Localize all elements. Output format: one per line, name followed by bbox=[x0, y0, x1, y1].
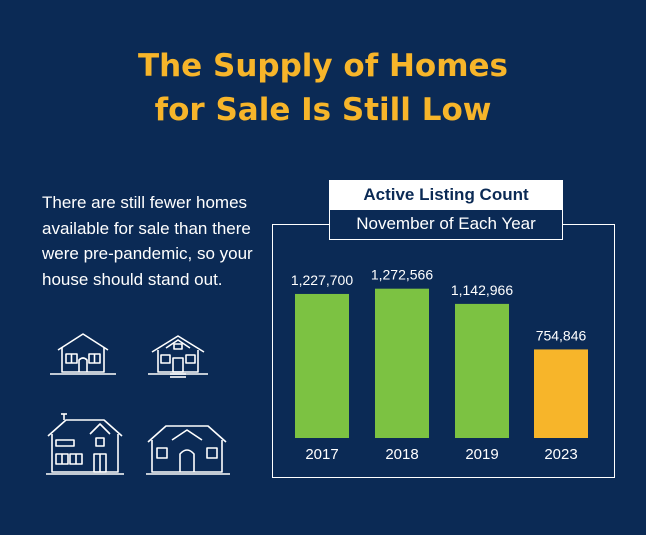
bar-2018 bbox=[375, 288, 429, 438]
bar-2023 bbox=[534, 349, 588, 438]
house-icon bbox=[148, 335, 208, 378]
house-icon bbox=[46, 413, 124, 475]
chart-title: Active Listing Count bbox=[329, 180, 563, 210]
x-tick-2023: 2023 bbox=[544, 446, 577, 463]
chart-subtitle: November of Each Year bbox=[329, 210, 563, 240]
x-tick-2018: 2018 bbox=[385, 446, 418, 463]
house-icon bbox=[50, 333, 116, 375]
houses-illustration bbox=[46, 333, 230, 475]
data-label-2017: 1,227,700 bbox=[291, 272, 353, 288]
data-label-2023: 754,846 bbox=[536, 327, 587, 343]
bar-2017 bbox=[295, 293, 349, 438]
house-icon bbox=[146, 425, 230, 475]
title-line-1: The Supply of Homes bbox=[137, 48, 509, 84]
bar-chart: 1,227,700 2017 1,272,566 2018 1,142,966 2019 7… bbox=[291, 267, 588, 463]
description-text: There are still fewer homes available fo… bbox=[42, 193, 253, 289]
title-line-2: for Sale Is Still Low bbox=[154, 92, 492, 128]
page-title: The Supply of Homes for Sale Is Still Lo… bbox=[0, 44, 646, 132]
bar-2019 bbox=[455, 303, 509, 438]
x-tick-2019: 2019 bbox=[465, 446, 498, 463]
data-label-2018: 1,272,566 bbox=[371, 267, 433, 283]
x-tick-2017: 2017 bbox=[305, 446, 338, 463]
data-label-2019: 1,142,966 bbox=[451, 282, 513, 298]
chart-legend-box: Active Listing Count November of Each Ye… bbox=[329, 180, 563, 240]
